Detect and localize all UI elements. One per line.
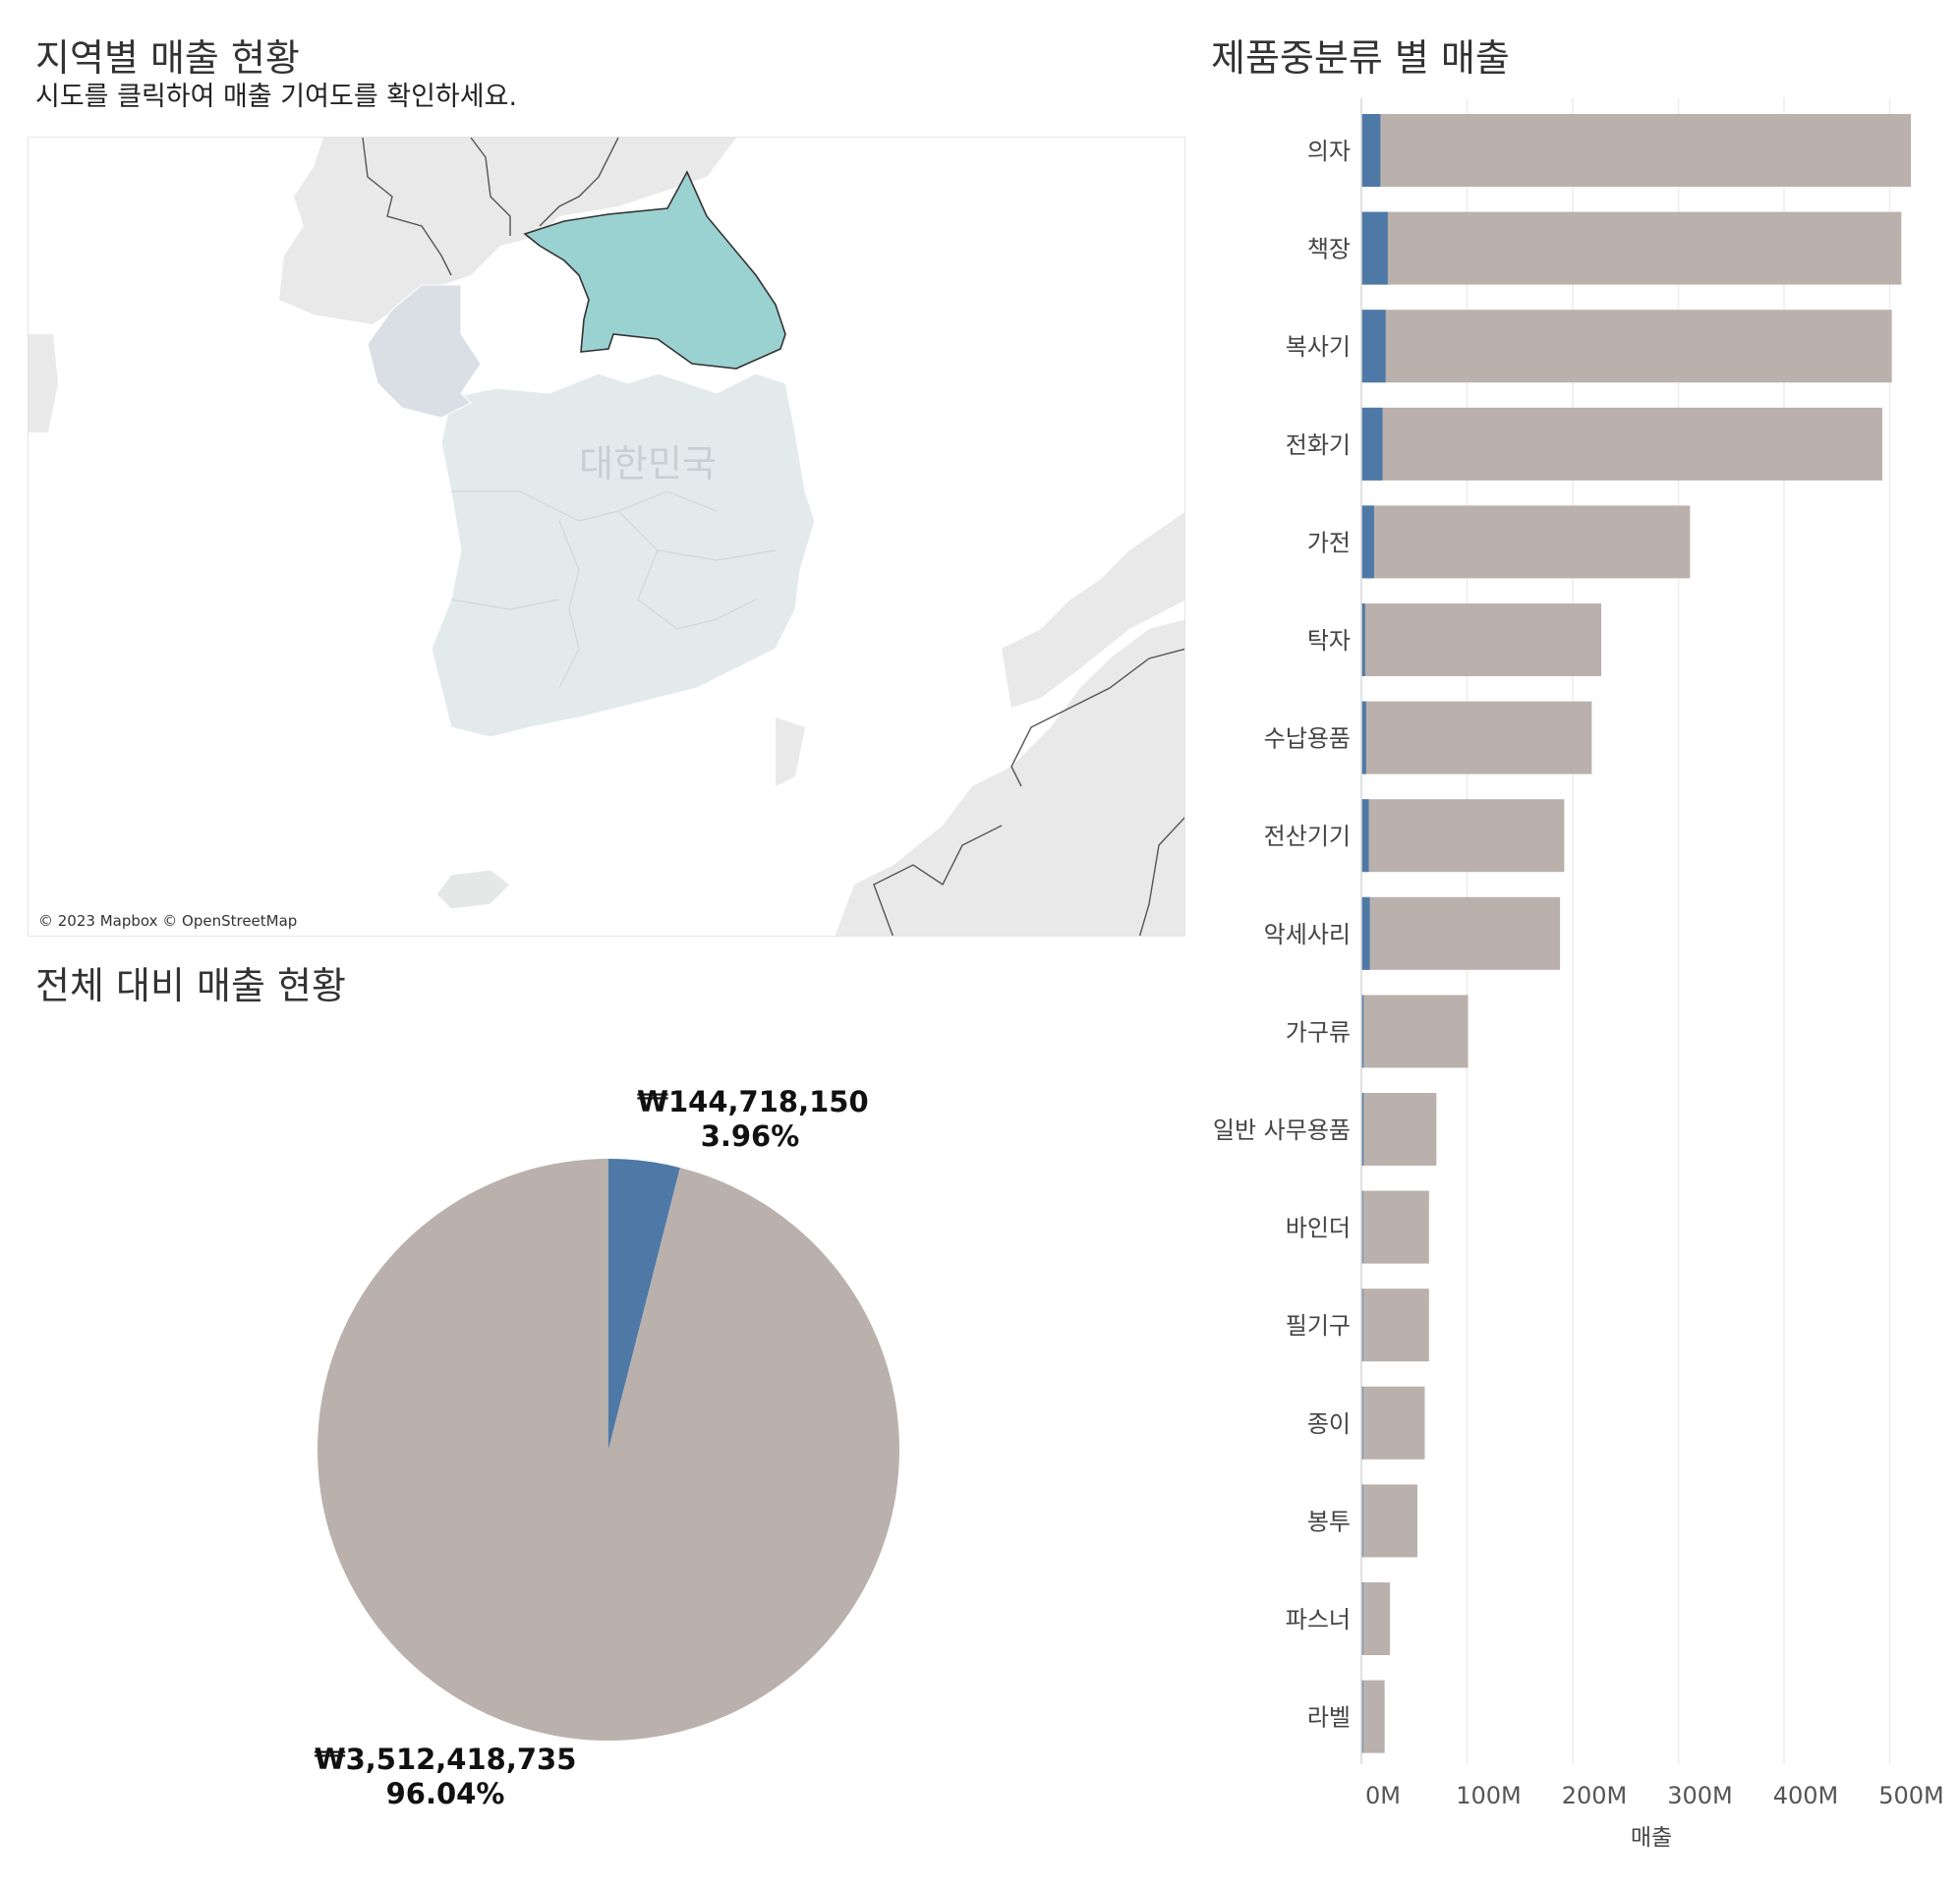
selected-amount: ₩144,718,150 (637, 1085, 869, 1118)
bar-selected[interactable] (1361, 211, 1388, 285)
border-lines (362, 138, 1184, 936)
category-label: 복사기 (1286, 333, 1351, 361)
pie-chart[interactable] (309, 1150, 908, 1749)
category-label: 바인더 (1286, 1215, 1351, 1242)
category-label: 라벨 (1307, 1704, 1351, 1732)
selected-province[interactable] (523, 170, 786, 370)
x-tick-label: 0M (1365, 1782, 1401, 1809)
bar-total[interactable] (1361, 1190, 1429, 1264)
x-tick-label: 500M (1878, 1782, 1944, 1809)
rest-amount: ₩3,512,418,735 (314, 1743, 577, 1776)
x-axis-title: 매출 (1631, 1825, 1672, 1851)
bar-selected[interactable] (1361, 995, 1364, 1068)
bar-total[interactable] (1361, 505, 1691, 579)
category-label: 악세사리 (1264, 921, 1351, 948)
bar-selected[interactable] (1361, 505, 1374, 579)
region-map[interactable]: 대한민국 © 2023 Mapbox © OpenStreetMap (28, 137, 1185, 937)
category-label: 필기구 (1286, 1312, 1351, 1340)
x-tick-label: 300M (1667, 1782, 1733, 1809)
pie-slice-rest[interactable] (317, 1159, 899, 1741)
category-label: 가전 (1307, 529, 1351, 556)
bar-selected[interactable] (1361, 603, 1365, 676)
x-tick-label: 200M (1562, 1782, 1628, 1809)
category-label: 종이 (1307, 1410, 1351, 1438)
category-label: 가구류 (1286, 1018, 1351, 1046)
bar-total[interactable] (1361, 896, 1561, 970)
bar-selected[interactable] (1361, 896, 1370, 970)
bar-total[interactable] (1361, 407, 1882, 481)
bar-selected[interactable] (1361, 114, 1381, 187)
bar-total[interactable] (1361, 799, 1565, 873)
category-label: 파스너 (1286, 1606, 1351, 1633)
selected-slice-label: ₩144,718,150 3.96% (637, 1085, 869, 1154)
bar-total[interactable] (1361, 114, 1911, 187)
bar-total[interactable] (1361, 1582, 1391, 1655)
pie-slice-selected[interactable] (608, 1159, 680, 1450)
x-tick-label: 100M (1456, 1782, 1522, 1809)
bar-total[interactable] (1361, 1093, 1437, 1166)
category-label: 전화기 (1286, 431, 1351, 459)
country-label: 대한민국 (579, 442, 717, 486)
category-label: 의자 (1307, 138, 1351, 165)
korea-provinces[interactable] (367, 284, 816, 910)
bar-total[interactable] (1361, 995, 1469, 1068)
category-label: 전산기기 (1264, 823, 1351, 850)
bar-total[interactable] (1361, 1484, 1417, 1558)
bar-selected[interactable] (1361, 1093, 1364, 1166)
category-label: 책장 (1307, 236, 1351, 263)
map-subtitle: 시도를 클릭하여 매출 기여도를 확인하세요. (35, 82, 518, 112)
x-tick-label: 400M (1773, 1782, 1839, 1809)
bar-selected[interactable] (1361, 407, 1383, 481)
bar-total[interactable] (1361, 1680, 1385, 1753)
rest-percent: 96.04% (385, 1777, 505, 1810)
land-background (29, 138, 1184, 936)
bar-total[interactable] (1361, 1386, 1425, 1460)
province-borders (450, 490, 777, 689)
bar-selected[interactable] (1361, 799, 1369, 873)
bar-total[interactable] (1361, 310, 1892, 383)
map-canvas: 대한민국 (29, 138, 1184, 936)
map-attribution[interactable]: © 2023 Mapbox © OpenStreetMap (38, 912, 298, 930)
bar-selected[interactable] (1361, 701, 1366, 774)
category-label: 수납용품 (1264, 725, 1351, 753)
map-title: 지역별 매출 현황 (35, 36, 300, 80)
bar-total[interactable] (1361, 603, 1602, 676)
bar-title: 제품중분류 별 매출 (1211, 36, 1510, 80)
rest-slice-label: ₩3,512,418,735 96.04% (313, 1743, 578, 1811)
selected-percent: 3.96% (700, 1119, 800, 1153)
bar-total[interactable] (1361, 701, 1592, 774)
bar-selected[interactable] (1361, 310, 1386, 383)
bar-total[interactable] (1361, 211, 1902, 285)
category-label: 일반 사무용품 (1213, 1116, 1351, 1144)
bar-total[interactable] (1361, 1288, 1429, 1362)
pie-title: 전체 대비 매출 현황 (35, 964, 346, 1007)
category-label: 봉투 (1307, 1508, 1351, 1535)
category-label: 탁자 (1307, 627, 1351, 655)
